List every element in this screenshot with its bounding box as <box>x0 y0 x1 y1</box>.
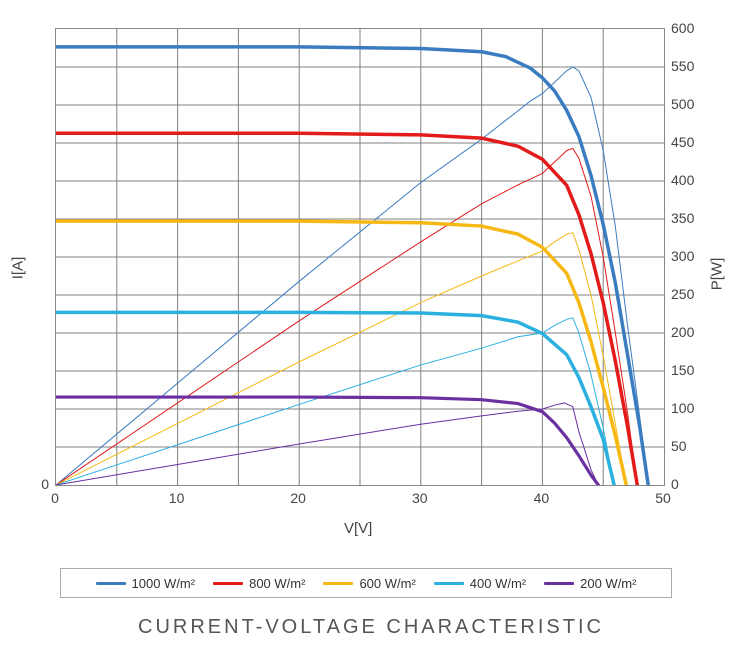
legend-item: 400 W/m² <box>434 576 526 591</box>
y-right-tick: 550 <box>671 58 694 74</box>
x-tick: 40 <box>534 490 550 506</box>
caption: CURRENT-VOLTAGE CHARACTERISTIC <box>0 616 742 639</box>
legend-swatch <box>434 582 464 585</box>
y-right-tick: 0 <box>671 476 679 492</box>
y-right-tick: 50 <box>671 438 687 454</box>
plot-area <box>55 28 665 486</box>
y-right-tick: 400 <box>671 172 694 188</box>
power-curve <box>56 318 614 485</box>
legend-swatch <box>96 582 126 585</box>
y-right-tick: 600 <box>671 20 694 36</box>
y-left-label: I[A] <box>10 257 27 280</box>
legend-swatch <box>213 582 243 585</box>
legend-item: 1000 W/m² <box>96 576 196 591</box>
x-tick: 30 <box>412 490 428 506</box>
legend-swatch <box>544 582 574 585</box>
legend-label: 200 W/m² <box>580 576 636 591</box>
x-tick: 50 <box>655 490 671 506</box>
legend-label: 1000 W/m² <box>132 576 196 591</box>
legend-label: 600 W/m² <box>359 576 415 591</box>
y-right-tick: 450 <box>671 134 694 150</box>
legend-item: 800 W/m² <box>213 576 305 591</box>
iv-chart-figure: 01020304050 0 05010015020025030035040045… <box>0 0 742 647</box>
y-right-tick: 500 <box>671 96 694 112</box>
y-right-tick: 300 <box>671 248 694 264</box>
y-right-tick: 200 <box>671 324 694 340</box>
y-left-tick: 0 <box>19 476 49 492</box>
x-tick: 20 <box>290 490 306 506</box>
y-right-label: P[W] <box>709 258 726 291</box>
y-right-tick: 150 <box>671 362 694 378</box>
legend-swatch <box>323 582 353 585</box>
legend: 1000 W/m² 800 W/m² 600 W/m² 400 W/m² 200 W/m… <box>60 568 672 598</box>
legend-label: 400 W/m² <box>470 576 526 591</box>
legend-item: 600 W/m² <box>323 576 415 591</box>
y-right-tick: 350 <box>671 210 694 226</box>
iv-curve <box>56 221 626 485</box>
x-axis-label: V[V] <box>344 520 372 537</box>
y-right-tick: 100 <box>671 400 694 416</box>
legend-item: 200 W/m² <box>544 576 636 591</box>
x-tick: 10 <box>169 490 185 506</box>
power-curve <box>56 148 637 485</box>
iv-curve <box>56 133 637 485</box>
x-tick: 0 <box>51 490 59 506</box>
iv-curve <box>56 397 598 485</box>
legend-label: 800 W/m² <box>249 576 305 591</box>
y-right-tick: 250 <box>671 286 694 302</box>
power-curve <box>56 67 648 485</box>
